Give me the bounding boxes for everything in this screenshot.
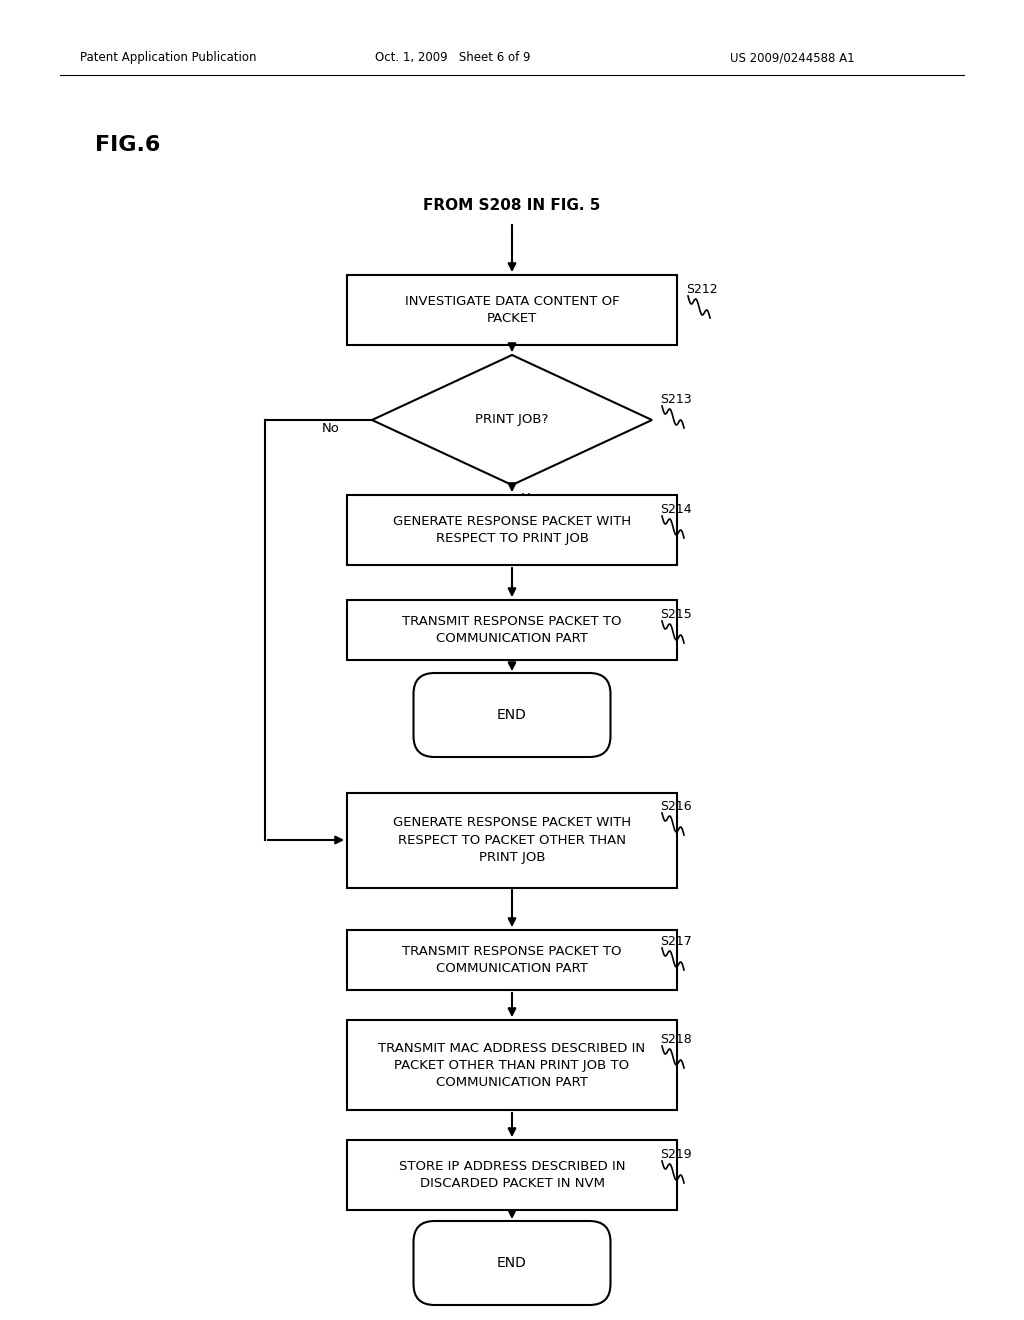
Text: STORE IP ADDRESS DESCRIBED IN
DISCARDED PACKET IN NVM: STORE IP ADDRESS DESCRIBED IN DISCARDED …: [398, 1160, 626, 1191]
Text: No: No: [323, 421, 340, 434]
Text: TRANSMIT MAC ADDRESS DESCRIBED IN
PACKET OTHER THAN PRINT JOB TO
COMMUNICATION P: TRANSMIT MAC ADDRESS DESCRIBED IN PACKET…: [379, 1041, 645, 1089]
FancyBboxPatch shape: [347, 1140, 677, 1210]
FancyBboxPatch shape: [414, 673, 610, 756]
Text: TRANSMIT RESPONSE PACKET TO
COMMUNICATION PART: TRANSMIT RESPONSE PACKET TO COMMUNICATIO…: [402, 945, 622, 975]
Text: END: END: [497, 708, 527, 722]
Text: US 2009/0244588 A1: US 2009/0244588 A1: [730, 51, 855, 65]
Text: Patent Application Publication: Patent Application Publication: [80, 51, 256, 65]
FancyBboxPatch shape: [347, 1020, 677, 1110]
FancyBboxPatch shape: [347, 495, 677, 565]
Text: S213: S213: [660, 393, 691, 407]
Text: S218: S218: [660, 1034, 692, 1045]
Text: S212: S212: [686, 282, 718, 296]
Polygon shape: [372, 355, 652, 484]
Text: S216: S216: [660, 800, 691, 813]
Text: S219: S219: [660, 1148, 691, 1162]
Text: END: END: [497, 1257, 527, 1270]
Text: GENERATE RESPONSE PACKET WITH
RESPECT TO PACKET OTHER THAN
PRINT JOB: GENERATE RESPONSE PACKET WITH RESPECT TO…: [393, 817, 631, 863]
Text: S215: S215: [660, 609, 692, 620]
FancyBboxPatch shape: [347, 601, 677, 660]
FancyBboxPatch shape: [347, 275, 677, 345]
Text: INVESTIGATE DATA CONTENT OF
PACKET: INVESTIGATE DATA CONTENT OF PACKET: [404, 294, 620, 325]
Text: FIG.6: FIG.6: [95, 135, 161, 154]
Text: GENERATE RESPONSE PACKET WITH
RESPECT TO PRINT JOB: GENERATE RESPONSE PACKET WITH RESPECT TO…: [393, 515, 631, 545]
FancyBboxPatch shape: [347, 792, 677, 887]
Text: TRANSMIT RESPONSE PACKET TO
COMMUNICATION PART: TRANSMIT RESPONSE PACKET TO COMMUNICATIO…: [402, 615, 622, 645]
FancyBboxPatch shape: [414, 1221, 610, 1305]
Text: S214: S214: [660, 503, 691, 516]
Text: FROM S208 IN FIG. 5: FROM S208 IN FIG. 5: [423, 198, 601, 213]
Text: Yes: Yes: [521, 492, 543, 506]
Text: S217: S217: [660, 935, 692, 948]
Text: PRINT JOB?: PRINT JOB?: [475, 413, 549, 426]
FancyBboxPatch shape: [347, 931, 677, 990]
Text: Oct. 1, 2009   Sheet 6 of 9: Oct. 1, 2009 Sheet 6 of 9: [375, 51, 530, 65]
